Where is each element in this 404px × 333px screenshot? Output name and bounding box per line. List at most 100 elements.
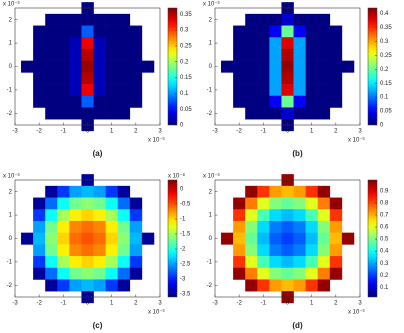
x-tick-label: 0 <box>86 301 90 307</box>
cell <box>57 232 70 245</box>
cell <box>81 60 94 73</box>
cell <box>45 197 58 210</box>
cell <box>293 209 306 222</box>
cell <box>81 37 94 50</box>
y-tick-label: 1 <box>209 213 213 219</box>
cell <box>45 25 58 38</box>
cell <box>317 37 331 50</box>
x-tick-label: 3 <box>358 129 362 135</box>
cell <box>129 220 143 233</box>
y-tick-label: 0 <box>9 236 13 242</box>
cell <box>105 25 119 38</box>
cell <box>293 37 306 50</box>
cell <box>269 232 282 245</box>
cell <box>269 95 282 108</box>
cell <box>317 48 331 61</box>
cell <box>45 60 58 73</box>
cell <box>33 25 46 38</box>
cell <box>305 13 319 26</box>
cell <box>233 197 246 210</box>
cell <box>45 256 58 269</box>
cell <box>341 232 355 245</box>
cell <box>81 48 94 61</box>
cell <box>33 232 46 245</box>
cell <box>293 232 306 245</box>
cell <box>293 256 306 269</box>
colorbar-tick-label: 0.8 <box>380 200 389 206</box>
x-tick-label: -1 <box>61 301 67 307</box>
cell <box>81 197 94 210</box>
cell <box>257 232 270 245</box>
cell <box>293 48 306 61</box>
cell <box>329 197 343 210</box>
cell <box>105 232 119 245</box>
cell <box>329 95 343 108</box>
cell <box>81 72 94 85</box>
x-tick-label: -3 <box>212 301 218 307</box>
cell <box>281 256 294 269</box>
cell <box>21 232 34 245</box>
cell <box>117 185 131 198</box>
cell <box>245 197 258 210</box>
cell <box>305 197 319 210</box>
cell <box>141 60 155 73</box>
cell <box>93 107 106 120</box>
cell <box>245 84 258 97</box>
colorbar-tick-label: 0.05 <box>180 107 192 113</box>
cell <box>257 267 270 280</box>
cell <box>81 25 94 38</box>
cell <box>317 256 331 269</box>
cell <box>117 25 131 38</box>
colorbar-tick-label: 0.15 <box>380 81 392 87</box>
cell <box>257 256 270 269</box>
cell <box>69 60 82 73</box>
cell <box>341 60 355 73</box>
cell <box>245 13 258 26</box>
cell <box>69 279 82 292</box>
cell <box>69 84 82 97</box>
cell <box>117 197 131 210</box>
cell <box>257 95 270 108</box>
y-tick-label: -2 <box>7 111 13 117</box>
cell <box>245 209 258 222</box>
cell <box>69 48 82 61</box>
cell <box>245 185 258 198</box>
cell <box>305 25 319 38</box>
cell <box>69 256 82 269</box>
cell <box>33 256 46 269</box>
cell <box>105 60 119 73</box>
colorbar-tick-label: -0.5 <box>180 202 191 208</box>
cell <box>117 232 131 245</box>
cell <box>257 279 270 292</box>
x-tick-label: -3 <box>12 129 18 135</box>
cell <box>93 60 106 73</box>
cell <box>45 107 58 120</box>
cell <box>281 72 294 85</box>
colorbar-tick-label: -2.5 <box>180 262 191 268</box>
cell <box>117 60 131 73</box>
cell <box>329 256 343 269</box>
cell <box>317 220 331 233</box>
x-tick-label: 1 <box>110 129 114 135</box>
cell <box>105 267 119 280</box>
cell <box>57 84 70 97</box>
cell <box>45 95 58 108</box>
cell <box>269 13 282 26</box>
cell <box>81 267 94 280</box>
cell <box>69 267 82 280</box>
cell <box>269 48 282 61</box>
colorbar-tick-label: 0.15 <box>180 75 192 81</box>
cell <box>129 95 143 108</box>
cell <box>117 209 131 222</box>
cell <box>329 48 343 61</box>
cell <box>33 48 46 61</box>
cell <box>57 72 70 85</box>
cell <box>221 232 234 245</box>
cell <box>45 185 58 198</box>
colorbar-tick-label: 0.25 <box>180 44 192 50</box>
cell <box>129 256 143 269</box>
colorbar <box>367 179 378 298</box>
cell <box>33 267 46 280</box>
cell <box>93 267 106 280</box>
x-tick-label: -1 <box>261 301 267 307</box>
